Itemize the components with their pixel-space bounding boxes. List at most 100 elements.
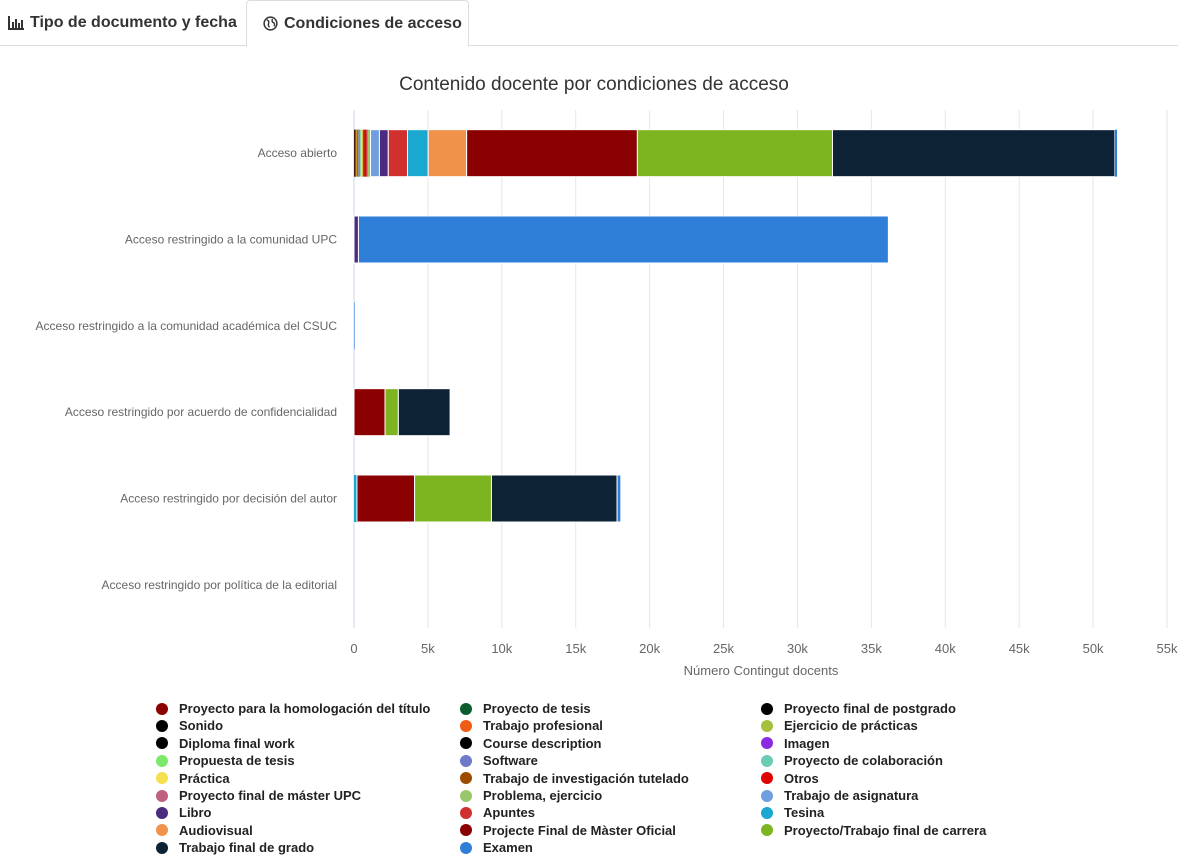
bar-segment[interactable] [616,474,622,523]
chart-grid [353,110,1168,628]
bar-segment[interactable] [364,129,367,177]
category-label: Acceso restringido a la comunidad académ… [36,319,338,333]
category-label: Acceso abierto [258,146,338,160]
legend-marker [761,754,773,767]
x-tick-label: 25k [713,641,734,656]
legend-item[interactable]: Proyecto final de postgrado [761,700,956,717]
x-tick-label: 50k [1083,641,1104,656]
legend-marker [460,806,472,819]
bar-segment[interactable] [359,129,360,177]
bar-segment[interactable] [366,129,368,177]
bar-segment[interactable] [397,388,451,437]
bar-segment[interactable] [427,129,468,178]
x-tick-label: 30k [787,641,808,656]
legend-label: Audiovisual [179,822,253,838]
legend-item[interactable]: Libro [156,804,212,821]
legend-label: Proyecto de colaboración [784,753,943,769]
legend-label: Trabajo de asignatura [784,788,919,803]
tab-document-type-date[interactable]: Tipo de documento y fecha [8,0,238,46]
x-tick-labels: 0 5k 10k 15k 20k 25k 30k 35k 40k 45k 50k 55k [350,641,1178,656]
legend-item[interactable]: Otros [761,770,819,787]
legend-item[interactable]: Proyecto/Trabajo final de carrera [761,822,986,839]
bar-segment[interactable] [353,215,359,264]
tab-access-conditions[interactable]: Condiciones de acceso [246,0,469,47]
legend-marker [156,702,168,715]
bar-segment[interactable] [370,129,380,178]
legend-marker [460,719,472,732]
bar-segment[interactable] [354,475,357,522]
category-label: Acceso restringido por política de la ed… [102,578,337,592]
x-tick-label: 0 [350,641,357,656]
legend-label: Tesina [784,805,825,821]
bar-segment[interactable] [356,474,416,523]
bar-segment[interactable] [466,129,638,178]
legend-label: Libro [179,805,212,821]
legend-item[interactable]: Tesina [761,804,824,821]
legend-label: Ejercicio de prácticas [784,718,918,734]
bar-segment[interactable] [384,388,399,437]
legend-item[interactable]: Ejercicio de prácticas [761,717,918,734]
category-label: Acceso restringido por decisión del auto… [120,492,337,506]
legend-marker [460,702,472,715]
legend-item[interactable]: Imagen [761,735,830,752]
legend-item[interactable]: Software [460,752,538,769]
bar-segment[interactable] [354,129,356,177]
legend-item[interactable]: Sonido [156,717,223,734]
bar-segment[interactable] [407,129,429,178]
bar-segment[interactable] [636,129,833,178]
legend-item[interactable]: Examen [460,839,533,856]
bar-segment[interactable] [387,129,409,178]
bar-segment[interactable] [358,129,360,177]
bar-segment[interactable] [367,129,371,177]
legend-item[interactable]: Proyecto final de máster UPC [156,787,361,804]
bar-segment[interactable] [357,215,889,264]
legend-label: Práctica [179,770,230,786]
bar-segment[interactable] [355,129,357,177]
bar-segment[interactable] [831,129,1116,178]
bar-segment[interactable] [354,129,355,177]
bar-segment[interactable] [378,129,389,178]
legend-label: Problema, ejercicio [483,788,603,803]
legend-marker [460,737,472,750]
legend-item[interactable]: Trabajo de asignatura [761,787,918,804]
legend-item[interactable]: Práctica [156,770,230,787]
bar-segment[interactable] [362,129,365,177]
legend-marker [460,754,472,767]
legend-item[interactable]: Proyecto de tesis [460,700,591,717]
bar-segment[interactable] [1114,129,1118,177]
legend-marker [761,719,773,732]
legend-item[interactable]: Course description [460,735,601,752]
bar-segment[interactable] [359,129,361,177]
bar-segment[interactable] [414,474,492,523]
legend-marker [156,841,168,854]
legend-item[interactable]: Trabajo profesional [460,717,603,734]
legend-item[interactable]: Apuntes [460,804,535,821]
legend-marker [761,702,773,715]
legend-item[interactable]: Proyecto para la homologación del título [156,700,430,717]
x-tick-label: 55k [1157,641,1178,656]
bar-chart-icon [8,16,24,30]
bar-segment[interactable] [357,129,359,177]
legend-item[interactable]: Audiovisual [156,822,253,839]
legend-item[interactable]: Propuesta de tesis [156,752,295,769]
legend-marker [460,789,472,802]
legend-item[interactable]: Trabajo final de grado [156,839,314,856]
legend-item[interactable]: Diploma final work [156,735,295,752]
bar-segment[interactable] [360,129,363,177]
legend-item[interactable]: Problema, ejercicio [460,787,602,804]
legend-item[interactable]: Trabajo de investigación tutelado [460,770,689,787]
legend-marker [761,772,773,785]
legend-item[interactable]: Proyecto de colaboración [761,752,943,769]
x-axis-label: Número Contingut docents [684,663,839,678]
legend-label: Otros [784,770,819,786]
bar-segment[interactable] [356,129,358,177]
category-labels: Acceso abierto Acceso restringido a la co… [36,146,338,592]
category-label: Acceso restringido a la comunidad UPC [125,233,337,247]
chart-bars [353,129,1118,523]
bar-segment[interactable] [490,474,618,523]
legend-label: Sonido [179,718,224,734]
legend-marker [761,737,773,750]
legend-item[interactable]: Projecte Final de Màster Oficial [460,822,676,839]
bar-segment[interactable] [353,388,386,437]
bar-segment[interactable] [354,302,355,350]
